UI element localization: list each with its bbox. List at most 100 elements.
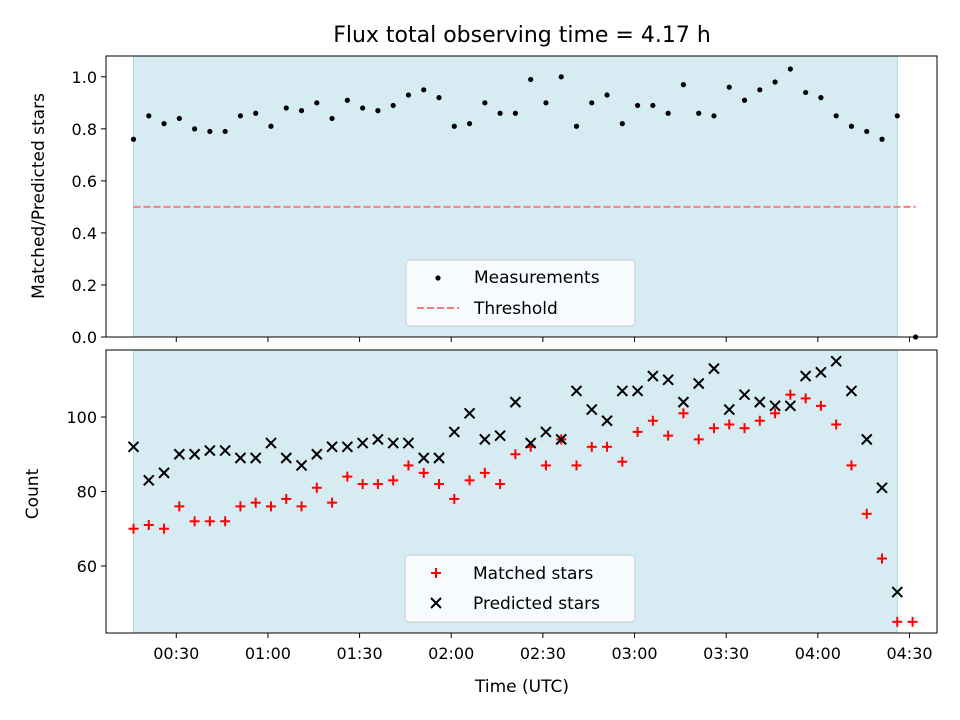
bottom-y-tick-label: 100 [66, 408, 97, 427]
predicted-star-point [280, 452, 292, 464]
measurement-point [176, 115, 182, 122]
matched-star-point [357, 479, 368, 490]
matched-star-point [877, 553, 888, 564]
measurement-point [497, 110, 503, 116]
predicted-star-point [234, 452, 247, 464]
matched-star-point [907, 616, 918, 627]
predicted-star-point [570, 385, 583, 397]
measurement-point [711, 113, 717, 119]
predicted-star-point [524, 437, 537, 449]
matched-star-point [846, 460, 857, 471]
matched-star-point [540, 460, 551, 471]
predicted-star-point [876, 482, 888, 494]
predicted-star-point [708, 362, 720, 375]
matched-star-point [724, 419, 735, 430]
bottom-x-tick-label: 01:00 [245, 644, 291, 663]
predicted-star-point [463, 407, 476, 420]
matched-star-point [204, 516, 215, 527]
predicted-star-point [143, 474, 155, 487]
matched-star-point [647, 415, 658, 426]
predicted-star-point [433, 452, 445, 464]
matched-star-point [128, 523, 139, 534]
matched-star-point [815, 400, 826, 411]
matched-star-point [495, 479, 506, 490]
matched-star-point [281, 493, 292, 504]
measurement-point [848, 123, 855, 129]
legend-marker-measurements [435, 275, 441, 281]
chart-title: Flux total observing time = 4.17 h [333, 23, 711, 48]
measurement-point [864, 128, 870, 135]
measurement-points [130, 66, 919, 340]
bottom-x-tick-label: 04:30 [886, 644, 932, 663]
predicted-star-point [601, 415, 613, 427]
matched-star-point [342, 471, 353, 482]
predicted-star-point [188, 448, 201, 460]
measurement-point [314, 100, 320, 106]
matched-star-point [372, 479, 383, 490]
predicted-star-point [402, 437, 415, 449]
measurement-point [833, 113, 839, 119]
measurement-point [344, 97, 350, 103]
matched-star-point [174, 501, 185, 512]
top-y-tick-label: 0.0 [72, 328, 97, 347]
bottom-x-tick-label: 03:30 [703, 644, 749, 663]
predicted-star-point [677, 396, 690, 408]
bottom-y-axis-label: Count [23, 468, 43, 519]
bottom-x-tick-label: 02:00 [428, 644, 474, 663]
predicted-star-point [311, 448, 323, 460]
matched-star-point [403, 460, 414, 471]
matched-star-point [327, 497, 338, 508]
measurement-point [360, 105, 366, 111]
measurement-point [130, 136, 137, 142]
bottom-panel: 60 80 100 00:30 01:00 01:30 02:00 02:30 03:00 03… [23, 349, 938, 697]
matched-star-point [464, 475, 475, 486]
predicted-star-point [372, 433, 384, 446]
top-y-tick-label: 0.2 [72, 276, 97, 295]
bottom-legend: Matched stars Predicted stars [404, 554, 636, 623]
matched-star-point [617, 456, 628, 467]
top-y-axis-label: Matched/Predicted stars [29, 93, 49, 299]
measurement-point [207, 128, 213, 135]
matched-star-point [586, 441, 597, 452]
matched-star-point [159, 523, 170, 534]
matched-star-point [235, 501, 246, 512]
bottom-x-ticks: 00:30 01:00 01:30 02:00 02:30 03:00 03:30 04:00… [153, 633, 933, 663]
top-y-tick-label: 0.4 [72, 224, 97, 243]
measurement-point [268, 123, 274, 129]
predicted-star-point [356, 437, 369, 449]
measurement-point [680, 82, 687, 88]
top-axes-frame [105, 55, 938, 338]
predicted-star-point [723, 403, 735, 416]
matched-star-point [739, 423, 750, 434]
measurement-point [161, 121, 167, 127]
measurement-point [772, 79, 778, 85]
measurement-point [253, 110, 259, 116]
predicted-star-point [509, 396, 522, 408]
top-y-tick-label: 0.8 [72, 120, 97, 139]
matched-star-point [770, 408, 781, 419]
count-points [127, 355, 918, 627]
x-axis-label: Time (UTC) [474, 677, 569, 697]
measurement-point [482, 100, 488, 106]
predicted-star-point [861, 433, 873, 446]
measurement-point [512, 110, 518, 116]
measurement-point [589, 100, 595, 106]
predicted-star-point [418, 452, 430, 464]
matched-star-point [831, 419, 842, 430]
bottom-x-tick-label: 04:00 [795, 644, 841, 663]
matched-star-point [250, 497, 261, 508]
matched-star-point [632, 426, 643, 437]
predicted-star-point [845, 385, 858, 397]
measurement-point [222, 128, 228, 135]
predicted-star-point [295, 459, 308, 472]
measurement-point [298, 108, 305, 114]
top-y-tick-label: 0.6 [72, 172, 97, 191]
top-y-tick-label: 1.0 [72, 68, 97, 87]
legend-label-matched: Matched stars [473, 564, 593, 584]
measurement-point [665, 110, 671, 116]
bottom-x-tick-label: 03:00 [611, 644, 657, 663]
predicted-star-point [784, 400, 797, 412]
bottom-legend-box [404, 554, 636, 623]
measurement-point [696, 110, 702, 116]
